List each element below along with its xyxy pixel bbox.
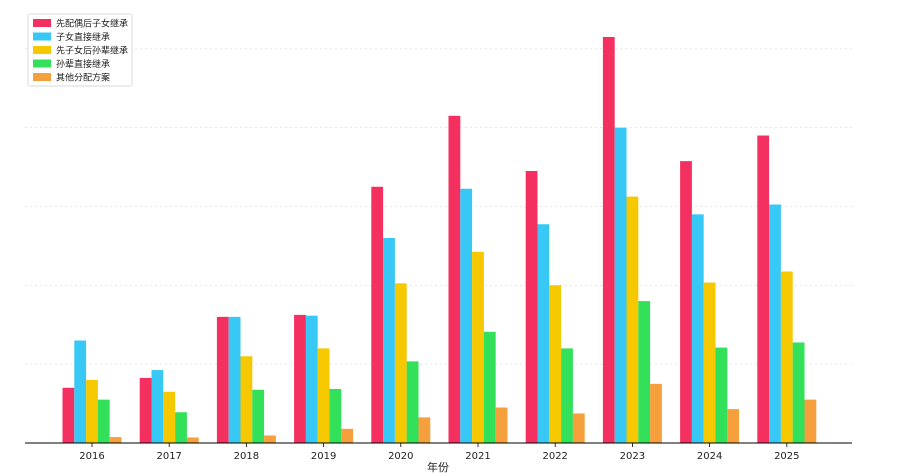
bars — [62, 36, 817, 443]
bar — [151, 370, 164, 443]
x-tick-label: 2020 — [388, 451, 413, 462]
bar — [727, 409, 740, 443]
bar — [525, 171, 538, 443]
bar — [97, 399, 110, 443]
bar — [74, 340, 87, 443]
bar — [139, 377, 152, 443]
bar — [483, 331, 496, 443]
x-tick-label: 2025 — [774, 451, 799, 462]
x-axis-label: 年份 — [427, 460, 449, 474]
bar — [691, 214, 704, 443]
bar — [650, 383, 662, 443]
bar — [406, 361, 419, 443]
bar — [472, 251, 484, 443]
bar — [240, 356, 253, 443]
x-tick-label: 2021 — [465, 451, 490, 462]
legend-label: 其他分配方案 — [56, 72, 110, 84]
x-tick-label: 2022 — [542, 451, 567, 462]
bar — [294, 314, 306, 443]
bar — [703, 282, 716, 443]
bar — [305, 315, 318, 443]
bar — [561, 348, 573, 443]
bar — [317, 348, 330, 443]
bar — [537, 224, 550, 443]
bar — [626, 196, 639, 443]
bar — [495, 407, 508, 443]
bar — [109, 437, 122, 443]
bar — [638, 301, 651, 443]
bar — [769, 204, 781, 443]
bar — [460, 188, 473, 443]
legend-label: 先配偶后子女继承 — [56, 18, 128, 30]
bar — [715, 347, 728, 443]
bar — [186, 437, 199, 443]
bar — [549, 285, 562, 443]
bar — [383, 238, 395, 443]
legend-swatch — [33, 46, 51, 54]
bar — [329, 388, 342, 443]
bar — [228, 316, 241, 443]
legend-label: 先子女后孙辈继承 — [56, 45, 128, 57]
bar — [792, 342, 805, 443]
bar — [757, 135, 770, 443]
bar — [216, 316, 229, 443]
legend-swatch — [33, 32, 51, 41]
legend-label: 子女直接继承 — [56, 31, 110, 43]
bar — [341, 428, 354, 443]
bar — [418, 417, 431, 443]
bar — [614, 127, 627, 443]
legend-swatch — [33, 73, 51, 81]
bar — [572, 413, 585, 443]
x-tick-label: 2016 — [79, 451, 104, 462]
bar — [780, 271, 793, 443]
bar — [680, 161, 692, 443]
x-tick-label: 2024 — [697, 451, 722, 462]
x-tick-label: 2017 — [156, 451, 181, 462]
legend-swatch — [33, 19, 51, 27]
bar — [264, 435, 276, 443]
x-tick-label: 2019 — [311, 451, 336, 462]
grid-lines — [25, 48, 852, 365]
legend-swatch — [33, 59, 51, 68]
bar — [602, 36, 615, 443]
bar — [394, 283, 407, 443]
bar — [448, 115, 461, 443]
bar — [371, 186, 384, 443]
legend-label: 孙辈直接继承 — [56, 58, 110, 70]
x-tick-label: 2018 — [234, 451, 259, 462]
bar — [62, 387, 75, 443]
bar — [163, 391, 176, 443]
bar — [252, 389, 265, 443]
x-tick-label: 2023 — [620, 451, 645, 462]
legend-box — [27, 13, 133, 87]
bar — [804, 399, 817, 443]
bar — [86, 379, 98, 443]
bar — [175, 412, 187, 443]
x-tick-labels: 2016 2017 2018 2019 2020 2021 2022 2023 2024 2025 — [79, 443, 800, 462]
